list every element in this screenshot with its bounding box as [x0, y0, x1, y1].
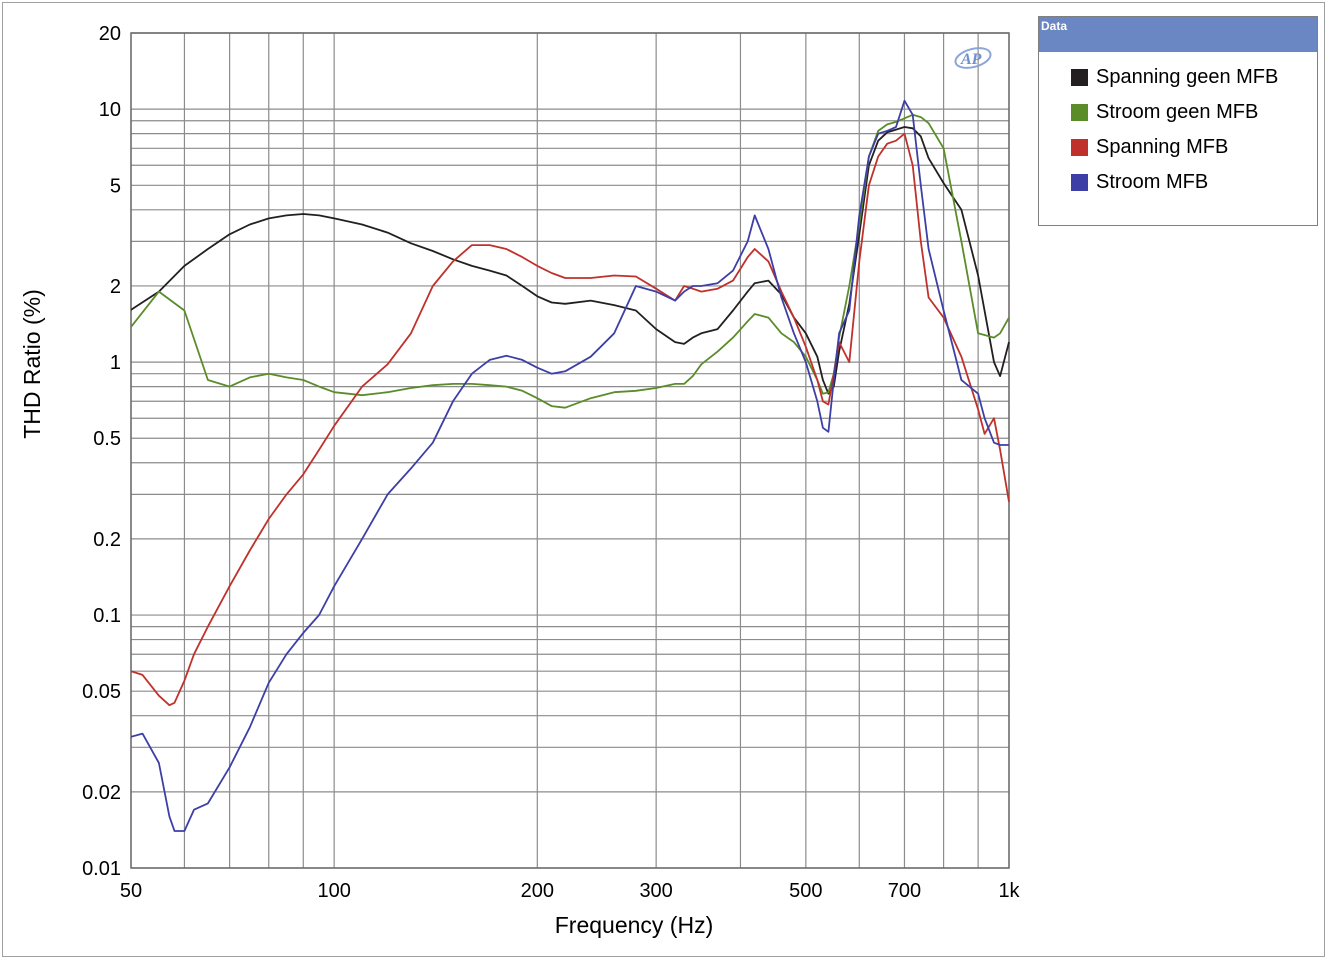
tick-labels: 50 100 200 300 500 700 1k 0.01 0.02 0.05 0.1 0.2 0.5…: [82, 23, 1020, 902]
y-tick-label: 20: [99, 23, 121, 45]
y-tick-label: 0.1: [93, 605, 121, 627]
grid: [130, 32, 1010, 869]
x-axis-title: Frequency (Hz): [555, 912, 713, 938]
svg-text:AP: AP: [960, 51, 982, 68]
legend-header: Data: [1039, 17, 1317, 52]
series-line-stroom-mfb: [131, 99, 1009, 832]
x-tick-label: 50: [120, 880, 142, 902]
ap-logo-icon: AP: [954, 47, 992, 69]
legend-swatch: [1071, 173, 1088, 191]
legend-swatch: [1071, 68, 1088, 86]
y-tick-label: 0.01: [82, 858, 121, 880]
x-tick-label: 300: [639, 880, 672, 902]
series-line-spanning-geen-mfb: [131, 126, 1010, 395]
y-tick-label: 10: [99, 99, 121, 121]
legend-swatch: [1071, 103, 1088, 121]
legend-item: Stroom geen MFB: [1071, 100, 1258, 124]
legend-item: Spanning geen MFB: [1071, 65, 1278, 89]
plot-area-border: [130, 32, 1010, 869]
x-tick-label: 700: [888, 880, 921, 902]
y-tick-label: 2: [110, 276, 121, 298]
legend-label: Spanning MFB: [1096, 135, 1229, 158]
y-tick-label: 0.02: [82, 782, 121, 804]
legend-label: Spanning geen MFB: [1096, 65, 1279, 88]
x-tick-label: 1k: [998, 880, 1020, 902]
x-tick-label: 500: [789, 880, 822, 902]
legend-label: Stroom MFB: [1096, 170, 1209, 193]
legend-label: Stroom geen MFB: [1096, 100, 1259, 123]
series-line-stroom-geen-mfb: [131, 113, 1010, 409]
series-lines: [131, 99, 1010, 832]
legend-swatch: [1071, 138, 1088, 156]
y-tick-label: 0.2: [93, 529, 121, 551]
x-tick-label: 100: [317, 880, 350, 902]
y-tick-label: 0.5: [93, 428, 121, 450]
legend: Data Spanning geen MFB Stroom geen MFB Spa…: [1038, 16, 1318, 226]
y-axis-title: THD Ratio (%): [19, 289, 45, 439]
y-tick-label: 1: [110, 352, 121, 374]
x-tick-label: 200: [521, 880, 554, 902]
y-tick-label: 0.05: [82, 681, 121, 703]
series-line-spanning-mfb: [131, 132, 1010, 707]
legend-item: Stroom MFB: [1071, 170, 1208, 194]
legend-item: Spanning MFB: [1071, 135, 1228, 159]
y-tick-label: 5: [110, 175, 121, 197]
